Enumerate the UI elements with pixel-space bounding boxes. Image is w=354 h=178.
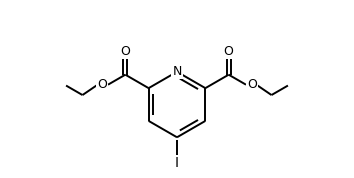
Text: O: O — [97, 78, 107, 91]
Text: O: O — [224, 45, 234, 58]
Text: N: N — [172, 65, 182, 78]
Text: O: O — [120, 45, 130, 58]
Text: I: I — [175, 156, 179, 170]
Text: O: O — [247, 78, 257, 91]
